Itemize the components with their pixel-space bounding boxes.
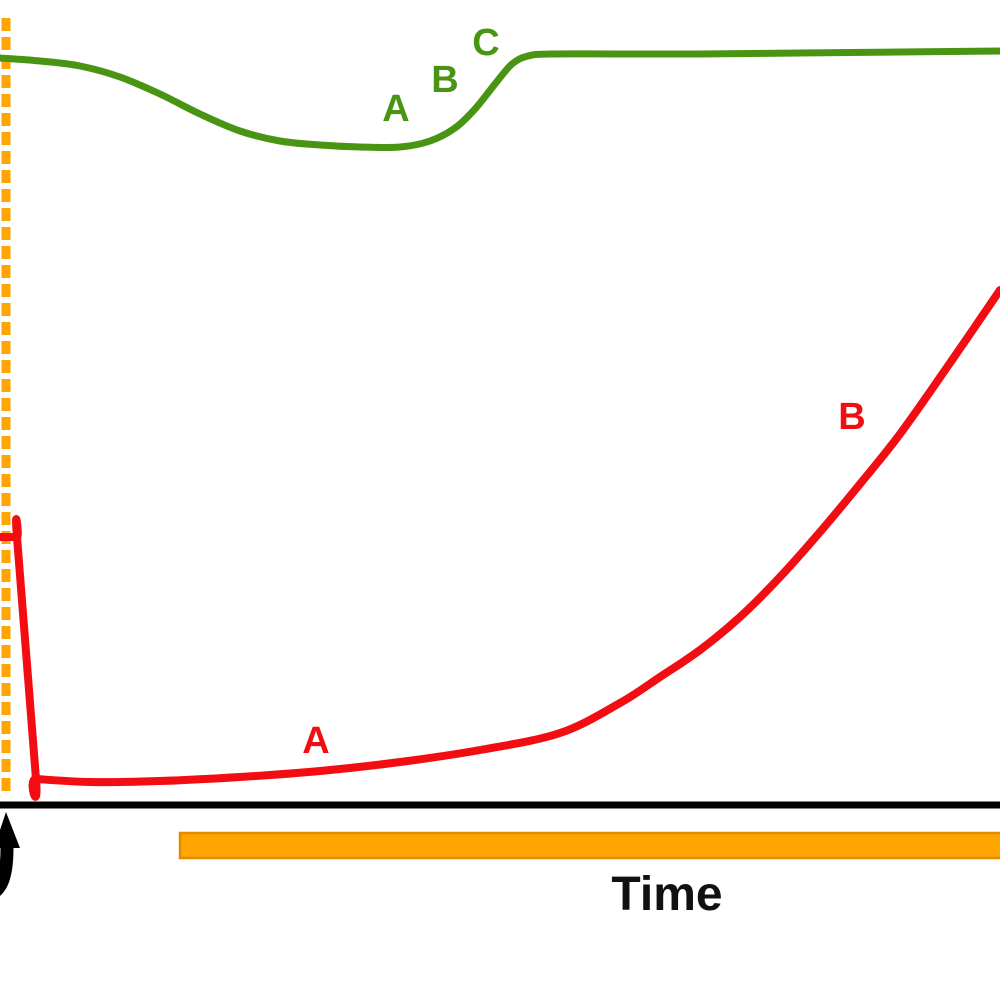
event-arrow-tail — [0, 847, 14, 896]
duration-bar — [178, 831, 1000, 860]
green-phase-label-a: A — [382, 88, 410, 130]
green-phase-label-c: C — [472, 22, 500, 64]
time-axis-label: Time — [611, 868, 723, 921]
red-curve — [0, 286, 1000, 801]
green-curve — [0, 47, 1000, 152]
event-arrow-head — [0, 812, 20, 848]
red-phase-label-b: B — [838, 396, 866, 438]
green-phase-label-b: B — [431, 59, 459, 101]
event-arrow-icon — [0, 812, 20, 896]
red-phase-label-a: A — [302, 720, 330, 762]
